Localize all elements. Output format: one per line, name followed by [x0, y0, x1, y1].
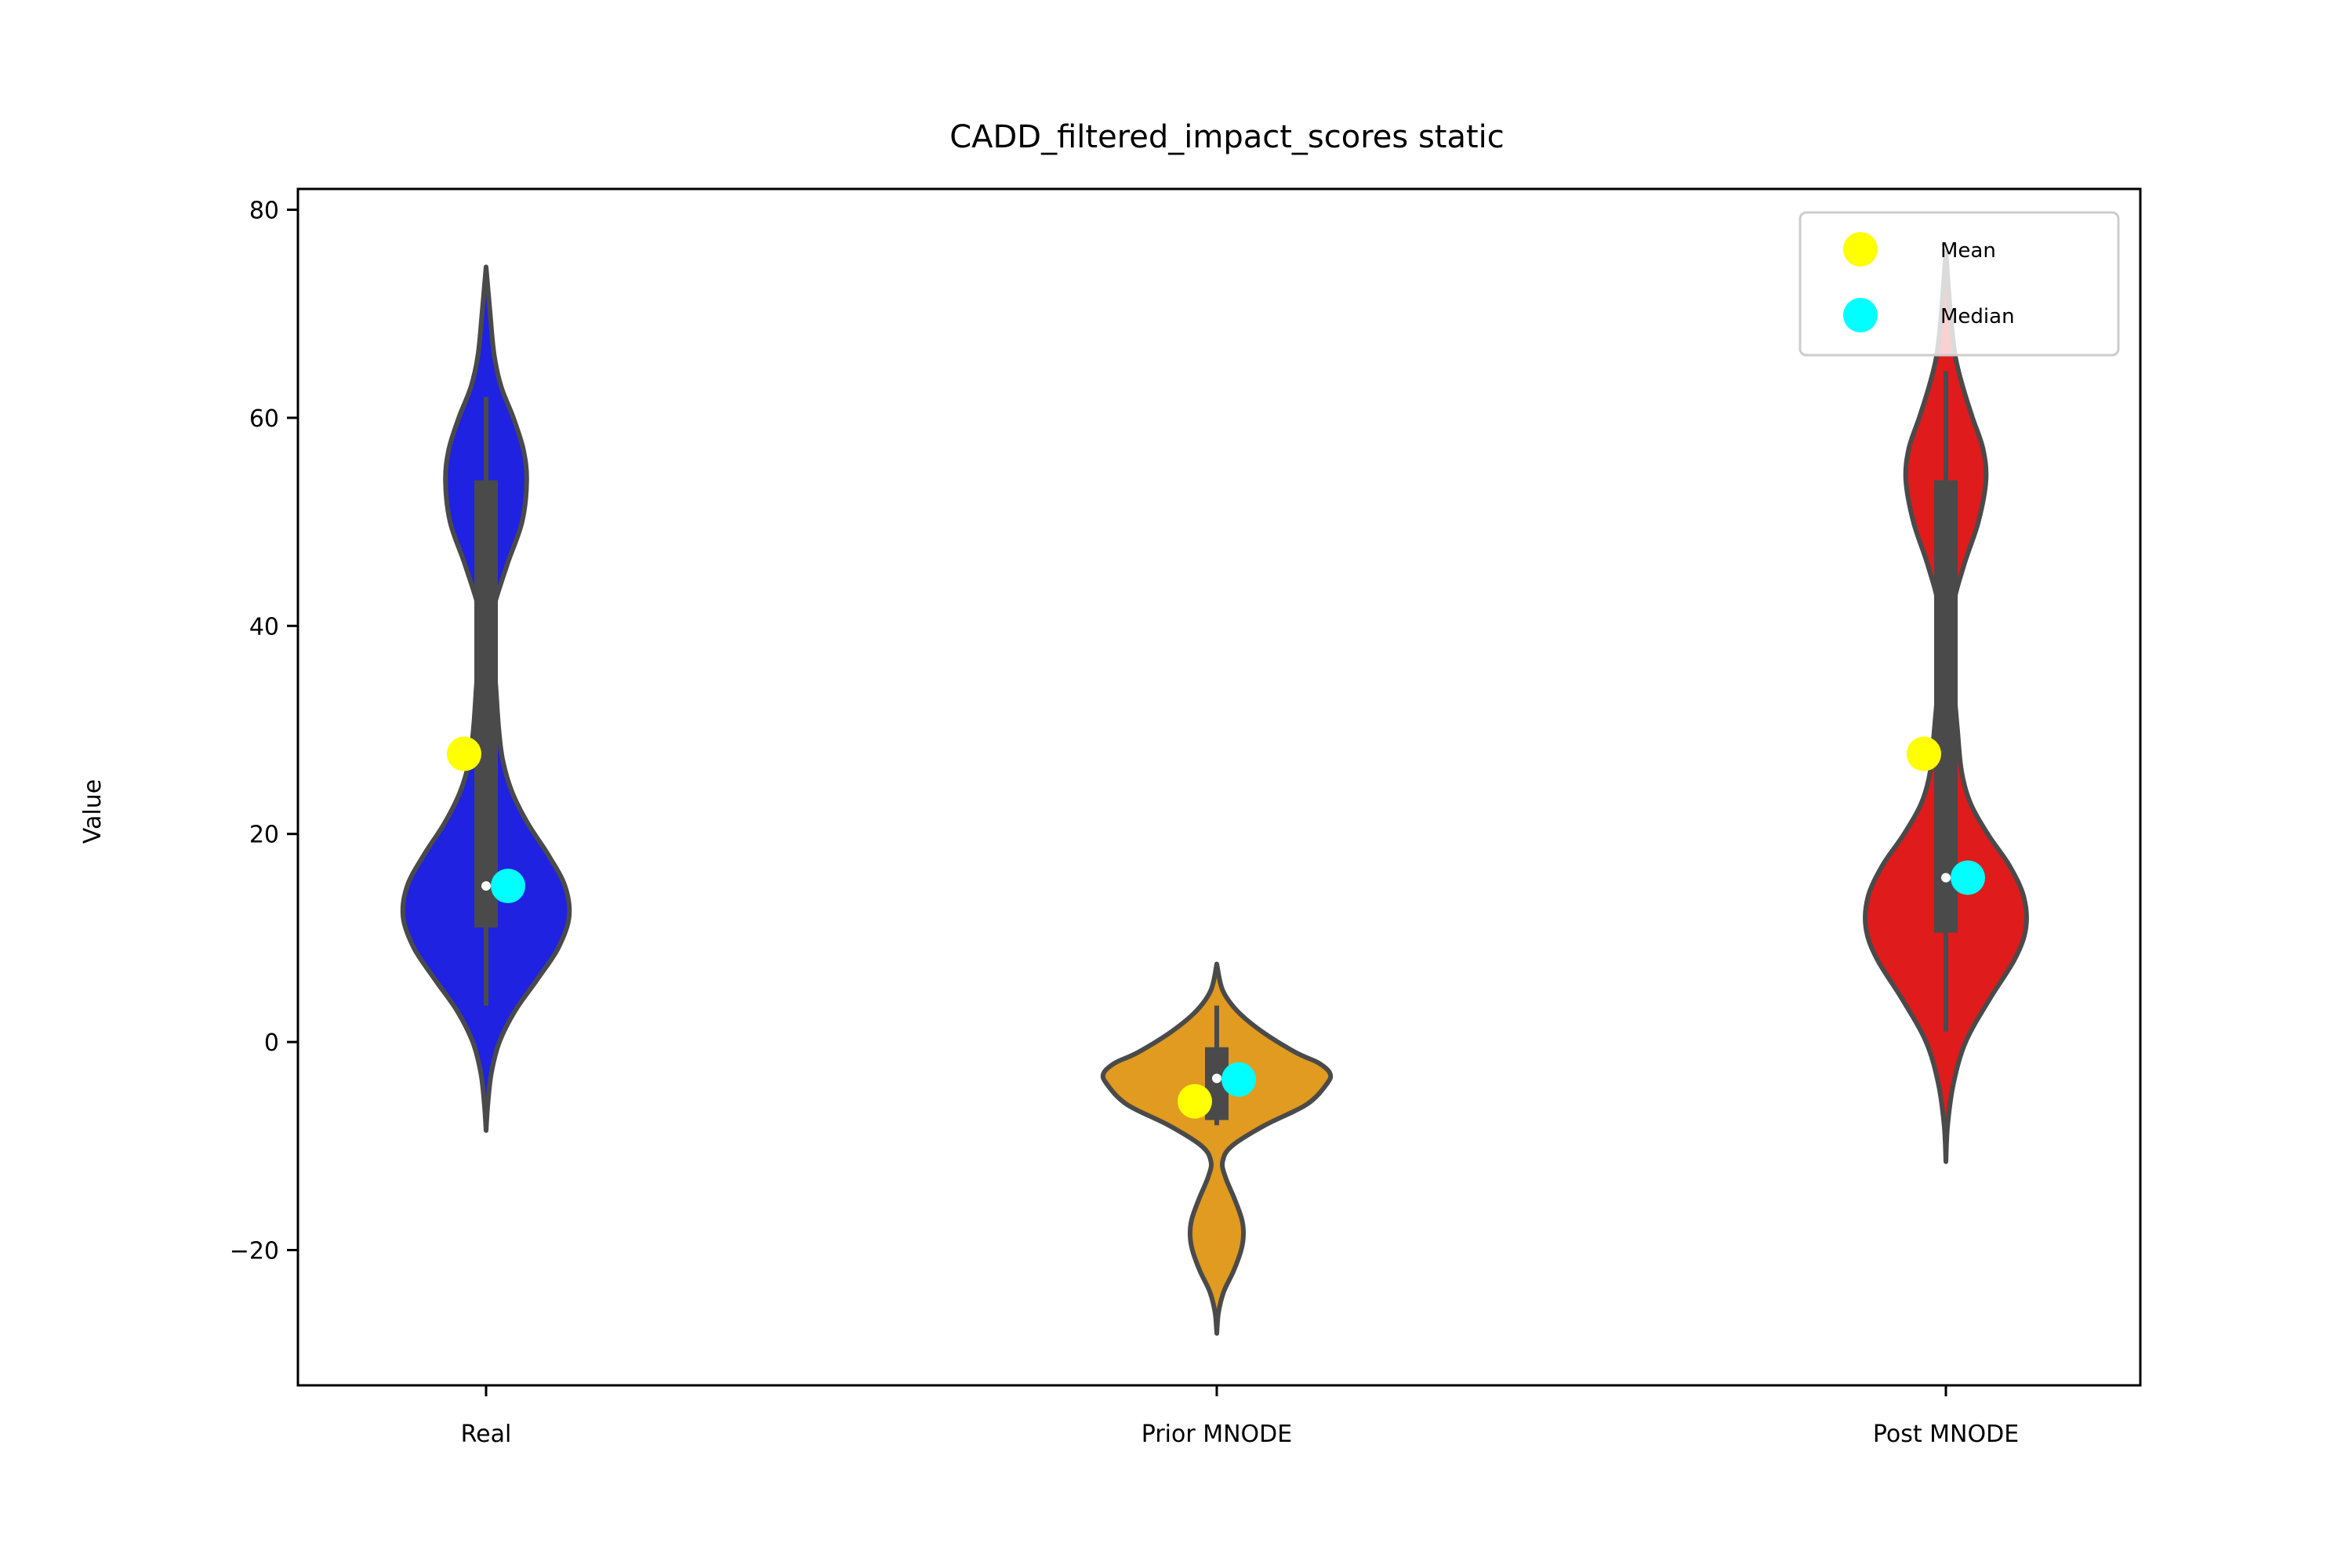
x-tick-label: Post MNODE [1873, 1421, 2019, 1448]
median-point-2 [1221, 1062, 1256, 1097]
x-tick-label: Real [461, 1421, 512, 1448]
legend-median-marker [1843, 298, 1878, 332]
x-axis: Real Prior MNODE Post MNODE [461, 1385, 2019, 1448]
y-tick-label: 80 [249, 198, 279, 225]
violin-group-1 [400, 264, 572, 1133]
violin-group-2 [1100, 961, 1334, 1336]
violin-iqr-box-1 [474, 480, 498, 928]
violin-group-3 [1863, 249, 2029, 1164]
median-point-1 [491, 869, 525, 904]
x-tick-label: Prior MNODE [1142, 1421, 1292, 1448]
violin-iqr-box-3 [1934, 480, 1958, 933]
violin-body-2 [1100, 961, 1334, 1336]
legend: Mean Median [1798, 211, 2120, 357]
legend-mean-label: Mean [1940, 239, 1996, 263]
violin-median-dot-1 [481, 881, 491, 891]
y-axis-label: Value [79, 779, 107, 844]
chart-title: CADD_filtered_impact_scores static [949, 119, 1504, 155]
mean-point-1 [447, 736, 481, 771]
violin-median-dot-2 [1212, 1073, 1221, 1083]
y-tick-label: 40 [249, 613, 279, 641]
y-tick-label: 20 [249, 822, 279, 849]
mean-point-3 [1907, 736, 1941, 771]
violins-layer [400, 249, 2029, 1336]
legend-box [1798, 211, 2120, 357]
mean-point-2 [1178, 1083, 1212, 1119]
plot-area-frame [296, 187, 2142, 1387]
legend-mean-marker [1843, 232, 1878, 267]
y-tick-label: 60 [249, 405, 279, 433]
legend-median-label: Median [1940, 305, 2015, 328]
y-tick-label: 0 [264, 1029, 279, 1057]
violin-median-dot-3 [1941, 873, 1951, 883]
y-tick-label: −20 [230, 1237, 279, 1265]
points-layer [447, 736, 1985, 1119]
median-point-3 [1951, 860, 1985, 895]
y-axis: −20 0 20 40 60 80 [230, 198, 298, 1265]
